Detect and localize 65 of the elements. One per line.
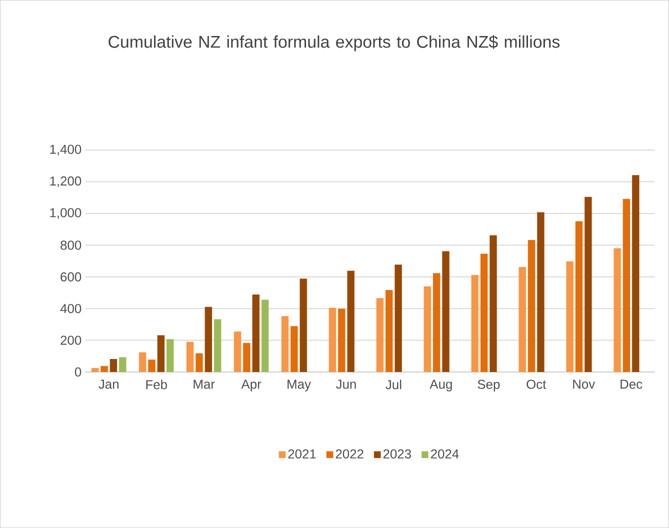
x-tick-label: Jan (98, 380, 118, 389)
bar (433, 273, 440, 372)
y-tick-label: 400 (60, 304, 82, 314)
bar (622, 198, 630, 372)
x-tick-label: Mar (194, 380, 215, 389)
bar (138, 352, 146, 372)
bar (100, 366, 108, 372)
bar (376, 298, 384, 372)
legend-label: 2023 (383, 449, 411, 459)
bar (394, 264, 402, 372)
bar (584, 196, 592, 372)
x-tick-label: Jul (386, 380, 402, 390)
y-tick-label: 1,400 (50, 144, 82, 156)
bar (347, 270, 354, 372)
bar (442, 251, 450, 372)
y-tick-label: 200 (60, 336, 82, 345)
bar (614, 248, 621, 372)
bar (119, 357, 126, 372)
bar (424, 286, 432, 372)
bar (196, 353, 203, 372)
bar (252, 294, 260, 372)
bar (490, 235, 497, 372)
y-tick-label: 0 (74, 367, 82, 377)
y-tick-label: 800 (60, 240, 82, 250)
bar (528, 240, 536, 372)
bar (300, 278, 307, 372)
chart-title: Cumulative NZ infant formula exports to China NZ$ millions (108, 35, 560, 52)
bar (148, 360, 156, 372)
bar (480, 254, 488, 372)
bar (338, 308, 346, 372)
bar (186, 342, 194, 372)
bar (537, 212, 544, 372)
bar (214, 319, 222, 372)
bar (157, 335, 165, 372)
bar (281, 316, 289, 372)
bar (471, 274, 478, 372)
legend-label: 2022 (336, 449, 364, 459)
x-tick-label: Oct (526, 380, 546, 389)
x-tick-label: Apr (241, 380, 262, 392)
bar (204, 306, 212, 372)
bar (290, 326, 298, 372)
legend-label: 2024 (430, 449, 459, 459)
bar (386, 290, 393, 372)
x-tick-label: Feb (146, 380, 167, 390)
bar (110, 358, 118, 372)
x-tick-label: Nov (573, 380, 596, 389)
y-tick-label: 1,000 (50, 208, 82, 219)
bar (518, 267, 526, 372)
bar (166, 339, 174, 372)
x-tick-label: Sep (478, 380, 500, 392)
y-tick-label: 600 (60, 272, 82, 282)
x-tick-label: Jun (336, 380, 356, 389)
bar (566, 261, 574, 372)
legend-label: 2021 (288, 449, 316, 459)
x-tick-label: May (288, 380, 311, 392)
bar (632, 175, 640, 372)
y-tick-label: 1,200 (50, 176, 82, 188)
x-tick-label: Dec (620, 380, 642, 389)
x-tick-label: Aug (430, 380, 452, 392)
bar (243, 342, 250, 372)
bar (234, 332, 242, 372)
bar (261, 300, 269, 372)
bar (575, 221, 583, 372)
bar (328, 308, 336, 372)
bar (92, 368, 99, 372)
